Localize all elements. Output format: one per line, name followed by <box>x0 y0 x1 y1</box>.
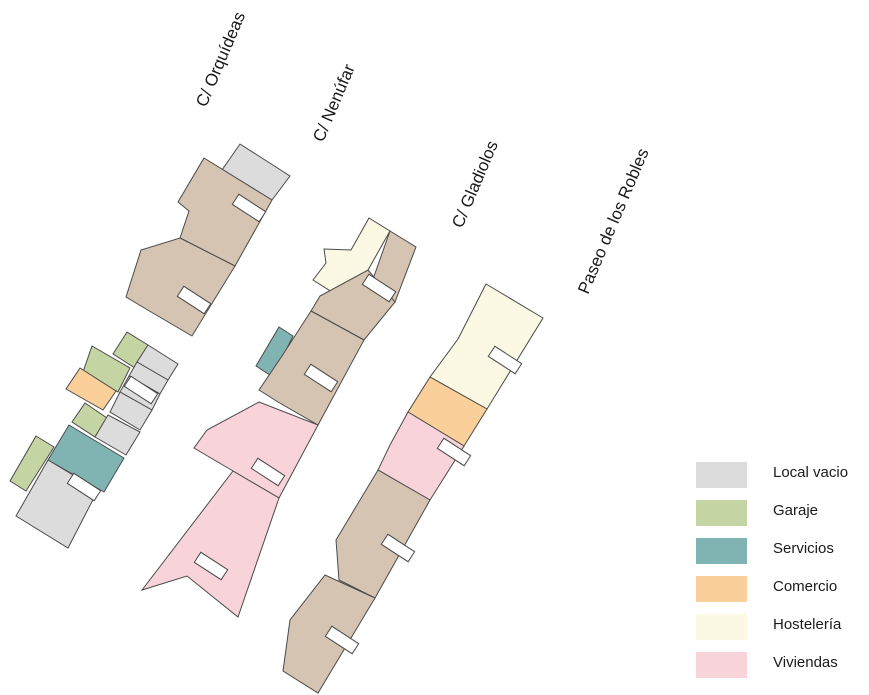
courtyard-nenufar-3 <box>250 457 286 487</box>
plot-residential-2 <box>125 237 236 337</box>
legend-label-hosteleria: Hostelería <box>773 616 842 633</box>
street-label-gladiolos: C/ Gladiolos <box>448 138 502 231</box>
legend: Local vacio Garaje Servicios Comercio Ho… <box>696 460 866 688</box>
plot-garaje-2 <box>82 345 131 393</box>
courtyard-gladiolos-3 <box>380 533 416 563</box>
courtyard-gladiolos-2 <box>436 437 472 467</box>
plot-viviendas-nenufar-1 <box>193 401 319 499</box>
legend-item-garaje: Garaje <box>696 498 866 536</box>
courtyard-nenufar-4 <box>193 551 229 581</box>
courtyard-2 <box>176 285 212 315</box>
legend-label-viviendas: Viviendas <box>773 654 838 671</box>
legend-item-servicios: Servicios <box>696 536 866 574</box>
plot-hosteleria-nenufar <box>312 217 391 303</box>
plot-garaje-4 <box>9 435 55 492</box>
courtyard-4 <box>66 472 102 502</box>
legend-item-viviendas: Viviendas <box>696 650 866 688</box>
block-nenufar <box>140 217 417 618</box>
legend-swatch-garaje <box>696 500 747 526</box>
legend-label-comercio: Comercio <box>773 578 838 595</box>
legend-item-hosteleria: Hostelería <box>696 612 866 650</box>
block-orquideas <box>9 143 291 549</box>
plot-local-vacio-5 <box>109 391 153 431</box>
plot-local-vacio-6 <box>94 414 141 456</box>
courtyard-nenufar-1 <box>361 273 397 303</box>
block-gladiolos <box>282 283 544 694</box>
courtyard-gladiolos-4 <box>324 625 360 655</box>
plot-viviendas-nenufar-2 <box>140 470 280 618</box>
courtyard-gladiolos-1 <box>487 345 523 375</box>
plot-servicios <box>47 424 125 493</box>
street-label-orquideas: C/ Orquídeas <box>192 9 249 109</box>
legend-item-local-vacio: Local vacio <box>696 460 866 498</box>
courtyard-1 <box>231 193 267 223</box>
plot-residential-gladiolos-1 <box>335 469 431 599</box>
legend-swatch-comercio <box>696 576 747 602</box>
legend-item-comercio: Comercio <box>696 574 866 612</box>
plot-comercio <box>65 367 117 411</box>
legend-label-servicios: Servicios <box>773 540 834 557</box>
legend-swatch-hosteleria <box>696 614 747 640</box>
legend-label-local-vacio: Local vacio <box>773 464 849 481</box>
legend-swatch-viviendas <box>696 652 747 678</box>
courtyard-3 <box>123 375 159 405</box>
street-label-nenufar: C/ Nenúfar <box>309 61 359 144</box>
legend-swatch-local-vacio <box>696 462 747 488</box>
courtyard-nenufar-2 <box>303 363 339 393</box>
street-label-paseo: Paseo de los Robles <box>574 146 652 297</box>
legend-swatch-servicios <box>696 538 747 564</box>
legend-label-garaje: Garaje <box>773 502 819 519</box>
